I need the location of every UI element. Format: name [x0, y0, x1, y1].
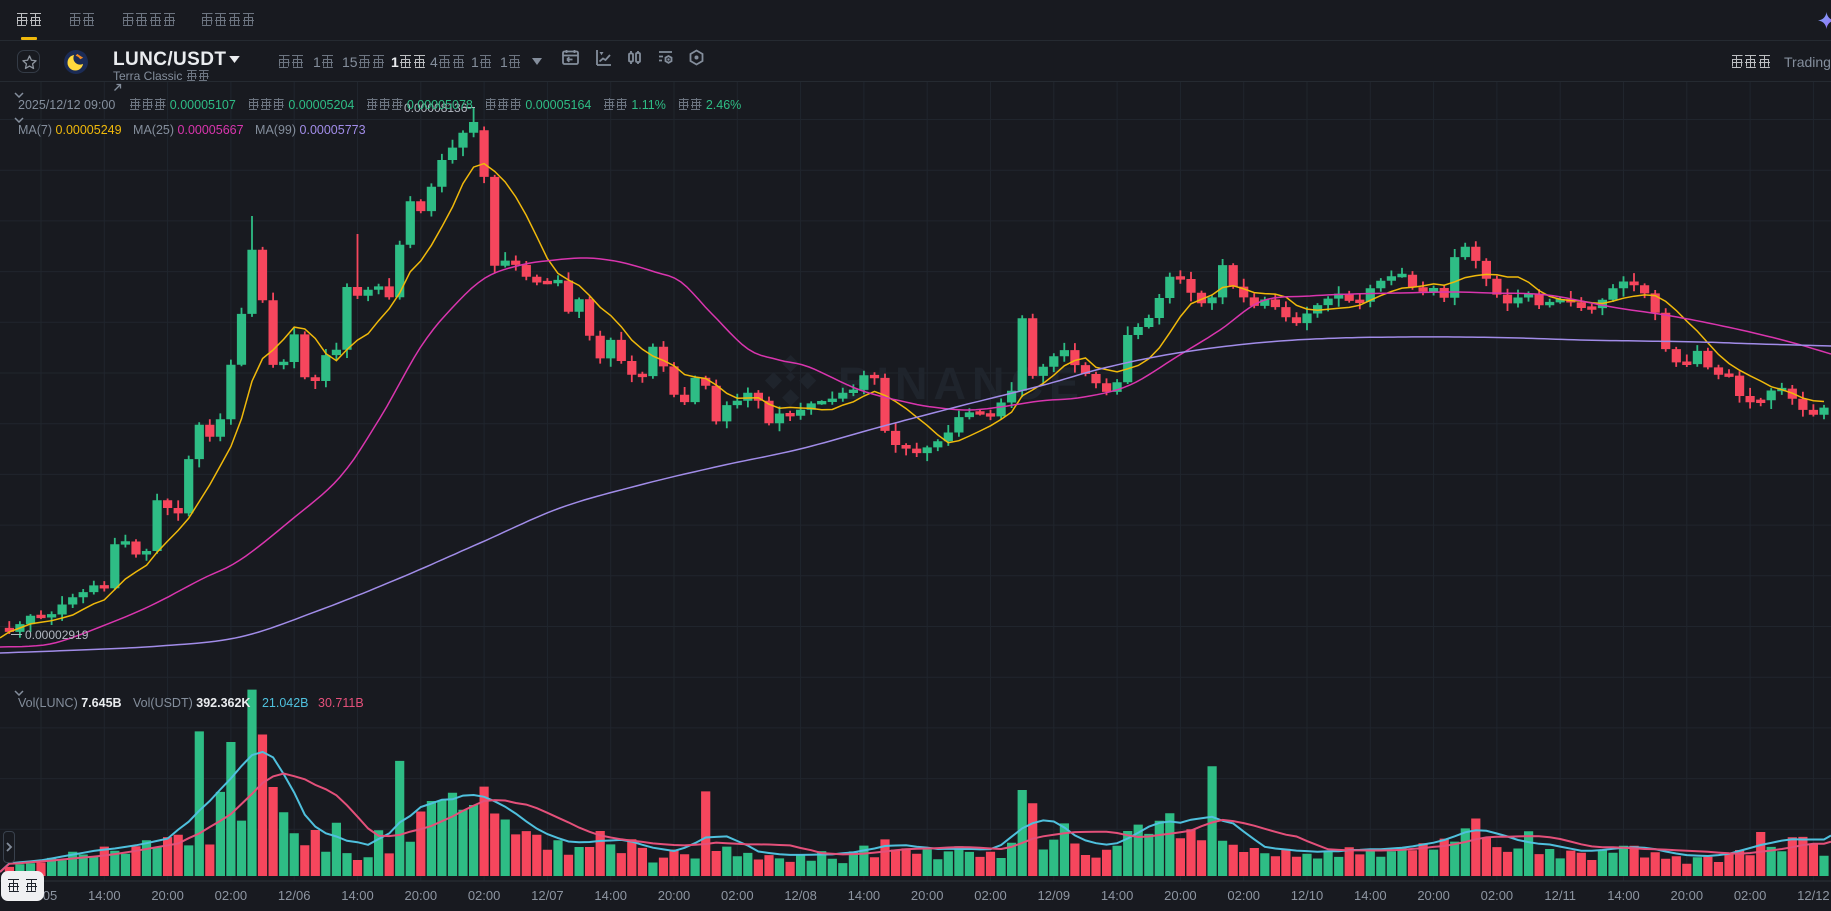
svg-text:12/11: 12/11: [1544, 888, 1576, 903]
svg-text:14:00: 14:00: [88, 888, 121, 903]
svg-text:02:00: 02:00: [1734, 888, 1767, 903]
svg-text:14:00: 14:00: [1607, 888, 1640, 903]
svg-text:12/07: 12/07: [531, 888, 564, 903]
svg-text:12/09: 12/09: [1038, 888, 1071, 903]
svg-text:20:00: 20:00: [658, 888, 691, 903]
svg-text:20:00: 20:00: [405, 888, 438, 903]
svg-text:02:00: 02:00: [468, 888, 501, 903]
svg-text:12/10: 12/10: [1291, 888, 1324, 903]
svg-text:20:00: 20:00: [1164, 888, 1197, 903]
svg-text:20:00: 20:00: [1417, 888, 1450, 903]
svg-text:14:00: 14:00: [1101, 888, 1134, 903]
svg-text:0.00008136: 0.00008136: [404, 101, 468, 115]
svg-text:20:00: 20:00: [911, 888, 944, 903]
svg-text:02:00: 02:00: [215, 888, 248, 903]
svg-text:14:00: 14:00: [341, 888, 374, 903]
svg-text:02:00: 02:00: [974, 888, 1007, 903]
svg-text:02:00: 02:00: [721, 888, 754, 903]
svg-text:20:00: 20:00: [151, 888, 184, 903]
svg-text:14:00: 14:00: [594, 888, 627, 903]
svg-text:02:00: 02:00: [1227, 888, 1260, 903]
svg-text:20:00: 20:00: [1671, 888, 1704, 903]
svg-text:14:00: 14:00: [848, 888, 881, 903]
svg-text:14:00: 14:00: [1354, 888, 1387, 903]
svg-text:0.00002919: 0.00002919: [25, 628, 89, 642]
svg-text:12/12: 12/12: [1797, 888, 1830, 903]
svg-text:12/08: 12/08: [784, 888, 817, 903]
svg-text:12/06: 12/06: [278, 888, 311, 903]
svg-text:02:00: 02:00: [1481, 888, 1514, 903]
